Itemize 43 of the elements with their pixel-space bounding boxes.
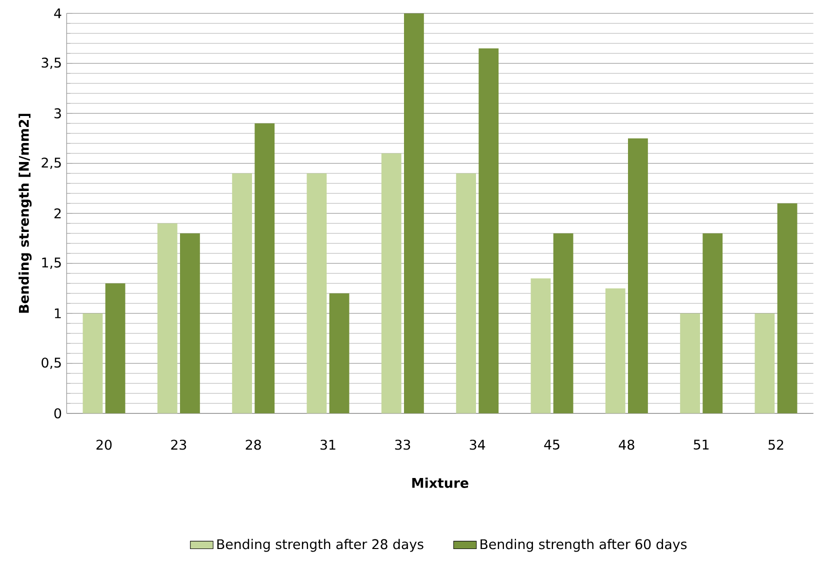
- y-tick-label: 0: [54, 408, 62, 418]
- bar: [180, 233, 200, 414]
- bar: [680, 313, 700, 414]
- bar: [754, 313, 775, 414]
- y-tick-label: 1: [54, 308, 61, 318]
- y-tick-label: 0,5: [42, 357, 61, 369]
- x-tick-label: 20: [96, 440, 112, 450]
- y-tick-label: 3,5: [42, 57, 61, 69]
- bar: [82, 313, 103, 414]
- bar: [306, 173, 327, 414]
- bar: [605, 288, 626, 414]
- bar: [329, 293, 350, 414]
- bar: [478, 48, 499, 414]
- bar: [628, 138, 648, 414]
- x-tick-label: 51: [694, 440, 709, 450]
- y-tick-label: 1,5: [42, 258, 61, 269]
- x-tick-label: 34: [470, 440, 486, 450]
- bar: [702, 233, 723, 414]
- x-tick-label: 33: [395, 440, 410, 450]
- legend-label: Bending strength after 28 days: [217, 538, 424, 552]
- bar: [232, 173, 252, 414]
- bar: [553, 233, 574, 414]
- x-tick-label: 31: [320, 440, 336, 450]
- x-tick-label: 28: [246, 440, 261, 450]
- bar: [254, 123, 275, 414]
- bar: [777, 203, 798, 414]
- y-tick-label: 4: [54, 8, 62, 18]
- bar: [105, 283, 126, 414]
- y-tick-label: 2: [54, 208, 61, 218]
- y-tick-label: 2,5: [42, 157, 61, 169]
- x-tick-label: 52: [768, 440, 784, 450]
- x-tick-label: 23: [171, 440, 186, 450]
- bar: [530, 278, 551, 414]
- x-axis-title: Mixture: [412, 477, 468, 488]
- bar: [404, 13, 424, 414]
- bar: [381, 153, 402, 414]
- bar: [456, 173, 476, 414]
- legend-label: Bending strength after 60 days: [480, 538, 687, 552]
- bar: [157, 223, 178, 414]
- x-tick-label: 48: [618, 440, 634, 450]
- x-tick-label: 45: [544, 440, 560, 450]
- y-tick-label: 3: [54, 108, 61, 118]
- y-axis-title: Bending strength [N/mm2]: [18, 114, 32, 313]
